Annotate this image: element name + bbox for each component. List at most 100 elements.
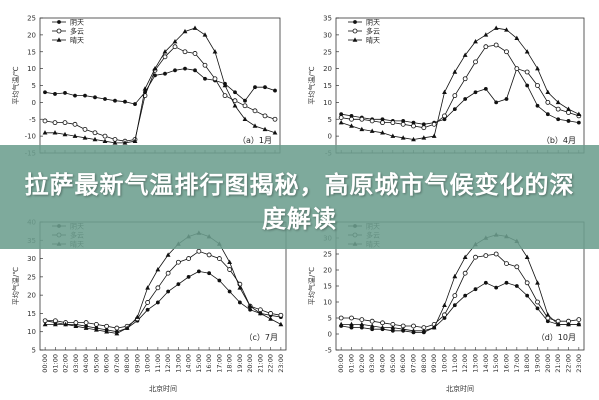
x-tick-label: 03:00 bbox=[72, 354, 80, 373]
x-tick-label: 23:00 bbox=[575, 354, 583, 373]
x-tick-label: 02:00 bbox=[358, 354, 366, 373]
x-tick-label: 07:00 bbox=[410, 354, 418, 373]
data-point bbox=[216, 256, 222, 261]
data-point bbox=[535, 306, 540, 311]
data-point bbox=[524, 254, 530, 259]
data-point bbox=[102, 133, 108, 139]
data-point bbox=[145, 285, 151, 290]
data-point bbox=[133, 102, 137, 106]
data-point bbox=[380, 320, 385, 326]
data-point bbox=[483, 280, 488, 285]
data-point bbox=[83, 325, 89, 330]
x-tick-label: 13:00 bbox=[472, 354, 480, 373]
x-tick-label: 09:00 bbox=[133, 354, 141, 373]
data-point bbox=[132, 138, 138, 143]
data-point bbox=[242, 116, 248, 122]
data-point bbox=[272, 116, 278, 122]
x-tick-label: 06:00 bbox=[103, 354, 111, 373]
data-point bbox=[123, 99, 127, 104]
data-point bbox=[43, 90, 47, 95]
y-tick-label: 10 bbox=[27, 328, 36, 336]
data-point bbox=[566, 106, 571, 111]
data-point bbox=[411, 328, 416, 333]
x-tick-label: 14:00 bbox=[185, 354, 193, 373]
data-point bbox=[421, 122, 426, 127]
x-tick-label: 08:00 bbox=[123, 354, 131, 373]
data-point bbox=[369, 318, 375, 324]
y-tick-label: 10 bbox=[27, 65, 36, 73]
legend-marker bbox=[352, 28, 358, 34]
data-point bbox=[380, 130, 385, 135]
x-tick-label: 21:00 bbox=[554, 354, 562, 373]
data-point bbox=[202, 62, 208, 68]
x-tick-label: 14:00 bbox=[482, 354, 490, 373]
data-point bbox=[576, 321, 582, 327]
data-point bbox=[525, 293, 530, 298]
x-tick-label: 15:00 bbox=[195, 354, 203, 373]
data-point bbox=[183, 66, 187, 71]
data-point bbox=[203, 76, 207, 81]
data-point bbox=[462, 52, 468, 57]
data-point bbox=[369, 118, 375, 124]
data-point bbox=[186, 274, 191, 279]
data-point bbox=[253, 85, 257, 90]
x-tick-label: 00:00 bbox=[337, 354, 345, 373]
data-point bbox=[524, 69, 530, 75]
data-point bbox=[152, 66, 158, 71]
data-point bbox=[338, 120, 344, 125]
data-point bbox=[82, 135, 88, 140]
data-point bbox=[442, 316, 447, 320]
data-point bbox=[535, 299, 540, 305]
data-point bbox=[411, 123, 416, 129]
data-point bbox=[359, 317, 365, 323]
x-tick-label: 00:00 bbox=[41, 354, 49, 373]
data-point bbox=[113, 98, 117, 103]
data-point bbox=[401, 119, 406, 123]
data-point bbox=[173, 68, 177, 73]
data-point bbox=[338, 321, 344, 327]
data-point bbox=[243, 98, 247, 103]
data-point bbox=[390, 325, 396, 330]
y-tick-label: 25 bbox=[323, 48, 332, 56]
data-point bbox=[473, 254, 478, 260]
data-point bbox=[196, 248, 202, 254]
y-tick-label: 15 bbox=[323, 82, 332, 90]
x-tick-label: 22:00 bbox=[267, 354, 275, 373]
x-tick-label: 18:00 bbox=[523, 354, 531, 373]
data-point bbox=[349, 325, 354, 330]
data-point bbox=[172, 44, 178, 50]
chart-panel-4: -505101520253035平均气温/℃00:0001:0002:0003:… bbox=[307, 219, 585, 393]
y-tick-label: 35 bbox=[323, 15, 332, 23]
data-point bbox=[535, 66, 540, 71]
x-tick-label: 15:00 bbox=[492, 354, 500, 373]
y-tick-label: -5 bbox=[325, 347, 332, 355]
data-point bbox=[104, 323, 110, 329]
x-tick-label: 19:00 bbox=[534, 354, 542, 373]
data-point bbox=[535, 83, 540, 88]
x-tick-label: 07:00 bbox=[113, 354, 121, 373]
data-point bbox=[566, 110, 571, 115]
series-line-2 bbox=[341, 44, 579, 129]
data-point bbox=[369, 128, 375, 133]
x-tick-label: 20:00 bbox=[544, 354, 552, 373]
data-point bbox=[431, 325, 437, 330]
data-point bbox=[483, 44, 489, 50]
data-point bbox=[390, 328, 395, 333]
data-point bbox=[192, 51, 198, 56]
x-tick-label: 23:00 bbox=[277, 354, 285, 373]
data-point bbox=[82, 126, 88, 132]
data-point bbox=[462, 254, 468, 259]
data-point bbox=[93, 327, 99, 332]
data-point bbox=[473, 90, 478, 95]
data-point bbox=[93, 95, 97, 100]
data-point bbox=[207, 271, 212, 276]
data-point bbox=[380, 117, 385, 122]
y-tick-label: 15 bbox=[27, 310, 36, 318]
x-tick-label: 17:00 bbox=[215, 354, 223, 373]
x-tick-label: 16:00 bbox=[503, 354, 511, 373]
data-point bbox=[52, 321, 58, 327]
series-line-2 bbox=[341, 253, 579, 329]
y-tick-label: 5 bbox=[328, 116, 332, 124]
data-point bbox=[504, 27, 509, 32]
data-point bbox=[524, 280, 530, 286]
